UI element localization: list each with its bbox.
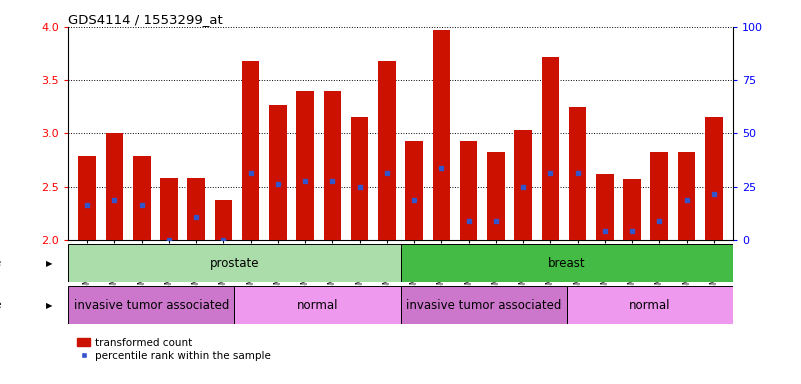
Bar — [433, 30, 450, 240]
Bar — [514, 130, 532, 240]
Bar — [324, 91, 341, 240]
Bar — [187, 178, 205, 240]
Bar — [378, 61, 396, 240]
Bar — [650, 152, 668, 240]
Bar — [106, 134, 123, 240]
Bar — [160, 178, 178, 240]
Bar — [678, 152, 695, 240]
Text: invasive tumor associated: invasive tumor associated — [74, 299, 229, 312]
Bar — [405, 141, 423, 240]
Bar — [296, 91, 314, 240]
Text: tissue: tissue — [0, 258, 2, 268]
Text: GDS4114 / 1553299_at: GDS4114 / 1553299_at — [68, 13, 223, 26]
Text: disease state: disease state — [0, 300, 2, 310]
Text: ▶: ▶ — [46, 258, 52, 268]
Bar — [133, 156, 151, 240]
Bar — [235, 286, 400, 324]
Legend: transformed count, percentile rank within the sample: transformed count, percentile rank withi… — [74, 334, 276, 365]
Bar — [242, 61, 260, 240]
Bar — [460, 141, 477, 240]
Text: prostate: prostate — [210, 257, 259, 270]
Text: invasive tumor associated: invasive tumor associated — [406, 299, 562, 312]
Bar — [215, 200, 232, 240]
Text: breast: breast — [548, 257, 586, 270]
Bar — [569, 107, 586, 240]
Bar — [705, 118, 723, 240]
Bar — [567, 286, 733, 324]
Bar — [68, 244, 400, 282]
Text: normal: normal — [296, 299, 338, 312]
Bar — [400, 244, 733, 282]
Bar — [623, 179, 641, 240]
Bar — [78, 156, 96, 240]
Bar — [269, 105, 287, 240]
Text: normal: normal — [629, 299, 670, 312]
Bar — [400, 286, 567, 324]
Bar — [596, 174, 614, 240]
Bar — [68, 286, 235, 324]
Bar — [351, 118, 368, 240]
Text: ▶: ▶ — [46, 301, 52, 310]
Bar — [541, 57, 559, 240]
Bar — [487, 152, 505, 240]
